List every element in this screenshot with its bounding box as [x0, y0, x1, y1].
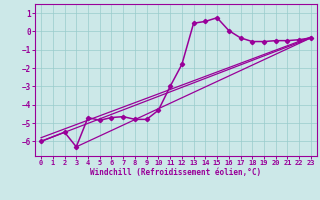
X-axis label: Windchill (Refroidissement éolien,°C): Windchill (Refroidissement éolien,°C) [91, 168, 261, 177]
